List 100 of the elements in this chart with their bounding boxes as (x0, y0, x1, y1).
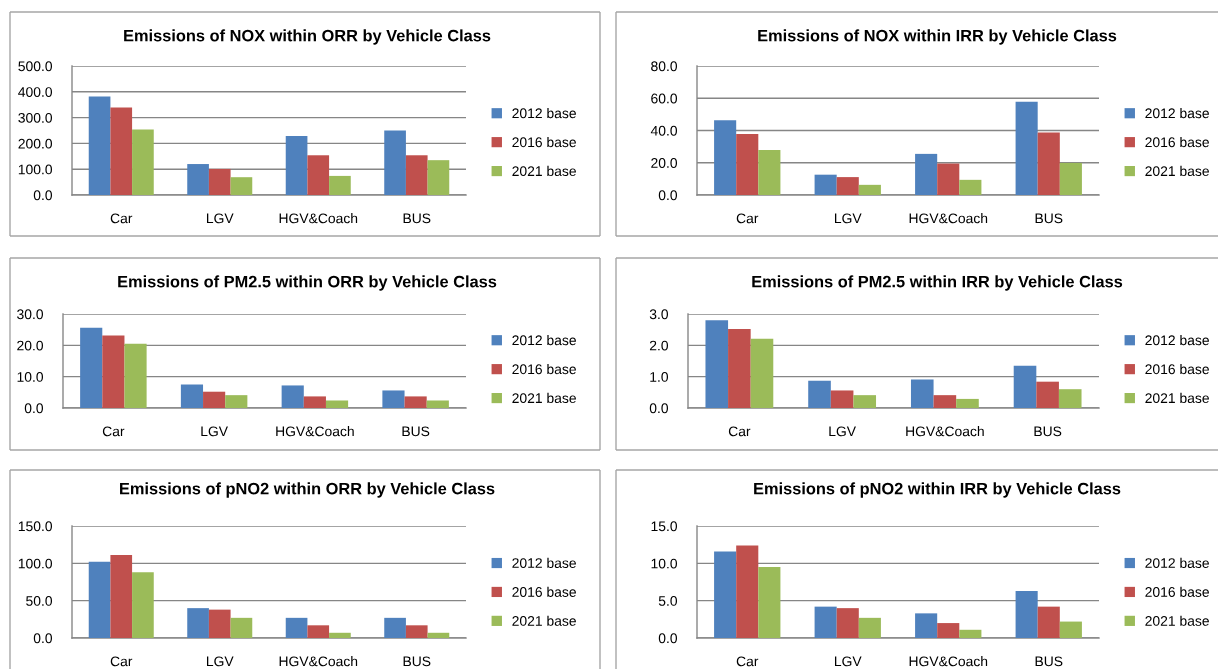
bar (180, 384, 204, 408)
bar (225, 395, 248, 408)
bar (382, 390, 405, 408)
y-tick-label: 150.0 (18, 521, 53, 532)
legend-label: 2012 base (512, 108, 576, 119)
bar (937, 163, 960, 195)
bar (1037, 132, 1060, 195)
bar (910, 379, 934, 408)
bar (404, 396, 427, 408)
bar (1059, 162, 1082, 195)
x-tick-label: HGV&Coach (906, 426, 984, 437)
bar (187, 608, 209, 638)
y-tick-label: 0.0 (33, 633, 53, 644)
bar (858, 617, 881, 638)
legend-label: 2016 base (1145, 363, 1209, 375)
x-tick-label: HGV&Coach (279, 656, 358, 667)
y-tick-label: 500.0 (18, 61, 53, 72)
legend-label: 2016 base (1145, 136, 1209, 148)
bar (1058, 389, 1082, 408)
chart-title: Emissions of PM2.5 within ORR by Vehicle Class (118, 275, 497, 291)
bar (836, 608, 859, 638)
x-tick-label: BUS (1034, 426, 1062, 437)
bar (384, 130, 406, 195)
x-tick-label: BUS (1035, 213, 1063, 224)
bar (110, 107, 133, 195)
y-tick-label: 30.0 (17, 309, 44, 320)
legend-label: 2012 base (1145, 108, 1209, 119)
y-tick-label: 0.0 (33, 190, 53, 201)
y-tick-label: 5.0 (658, 596, 678, 606)
bar (329, 632, 351, 638)
y-tick-label: 0.0 (658, 633, 678, 644)
bar (750, 338, 774, 408)
x-tick-label: HGV&Coach (909, 656, 988, 667)
x-tick-label: Car (110, 213, 133, 224)
x-tick-label: HGV&Coach (909, 213, 988, 224)
x-tick-label: LGV (206, 656, 234, 667)
legend-label: 2012 base (1145, 557, 1209, 569)
bar (836, 177, 859, 195)
x-tick-label: HGV&Coach (279, 213, 358, 224)
x-tick-label: Car (736, 656, 759, 667)
bar (830, 390, 854, 408)
bar (714, 120, 737, 195)
bar (88, 561, 111, 638)
y-tick-label: 300.0 (18, 112, 53, 123)
legend-label: 2021 base (1145, 165, 1209, 177)
x-tick-label: LGV (206, 213, 234, 224)
bar (714, 551, 737, 638)
chart-title: Emissions of pNO2 within IRR by Vehicle Class (754, 482, 1121, 498)
bar (937, 623, 960, 638)
bar (230, 617, 253, 638)
bar (808, 380, 831, 408)
y-tick-label: 40.0 (650, 125, 678, 136)
bar (959, 179, 982, 195)
y-tick-label: 200.0 (18, 138, 53, 149)
bar (959, 629, 982, 638)
legend-label: 2021 base (1145, 392, 1209, 404)
bar (208, 609, 231, 638)
y-tick-label: 0.0 (24, 403, 44, 414)
legend-label: 2012 base (512, 335, 576, 346)
bar (427, 632, 450, 638)
bar (281, 385, 304, 408)
y-tick-label: 0.0 (658, 190, 678, 201)
bar (858, 184, 881, 195)
bar (853, 395, 877, 408)
x-tick-label: LGV (834, 213, 862, 224)
bar (956, 398, 979, 408)
bar (88, 96, 111, 195)
bar (303, 396, 326, 408)
bar (405, 155, 428, 195)
y-tick-label: 10.0 (651, 558, 678, 569)
x-tick-label: LGV (201, 426, 228, 437)
bar (307, 625, 330, 638)
bar (1015, 101, 1038, 195)
legend-label: 2012 base (1145, 335, 1209, 346)
bar (329, 175, 351, 195)
legend-label: 2021 base (512, 615, 576, 626)
bar (705, 320, 729, 408)
bar (1036, 381, 1059, 408)
x-tick-label: Car (102, 426, 125, 437)
bar (285, 135, 308, 195)
y-tick-label: 100.0 (18, 558, 53, 569)
bar (80, 327, 103, 408)
bar (132, 572, 154, 638)
x-tick-label: BUS (403, 213, 431, 224)
chart-title: Emissions of pNO2 within ORR by Vehicle Class (120, 482, 495, 498)
bar (405, 625, 428, 638)
legend-label: 2016 base (1145, 586, 1209, 597)
legend-label: 2016 base (512, 363, 576, 375)
y-tick-label: 80.0 (651, 61, 678, 72)
bar (814, 606, 837, 638)
x-tick-label: Car (110, 656, 133, 667)
x-tick-label: BUS (1035, 656, 1063, 667)
bar (208, 168, 231, 195)
bar (110, 555, 133, 638)
x-tick-label: LGV (829, 426, 856, 437)
bar (1015, 590, 1038, 638)
x-tick-label: HGV&Coach (276, 426, 354, 437)
bar (384, 617, 406, 638)
bar (736, 545, 759, 638)
y-tick-label: 10.0 (17, 372, 44, 382)
